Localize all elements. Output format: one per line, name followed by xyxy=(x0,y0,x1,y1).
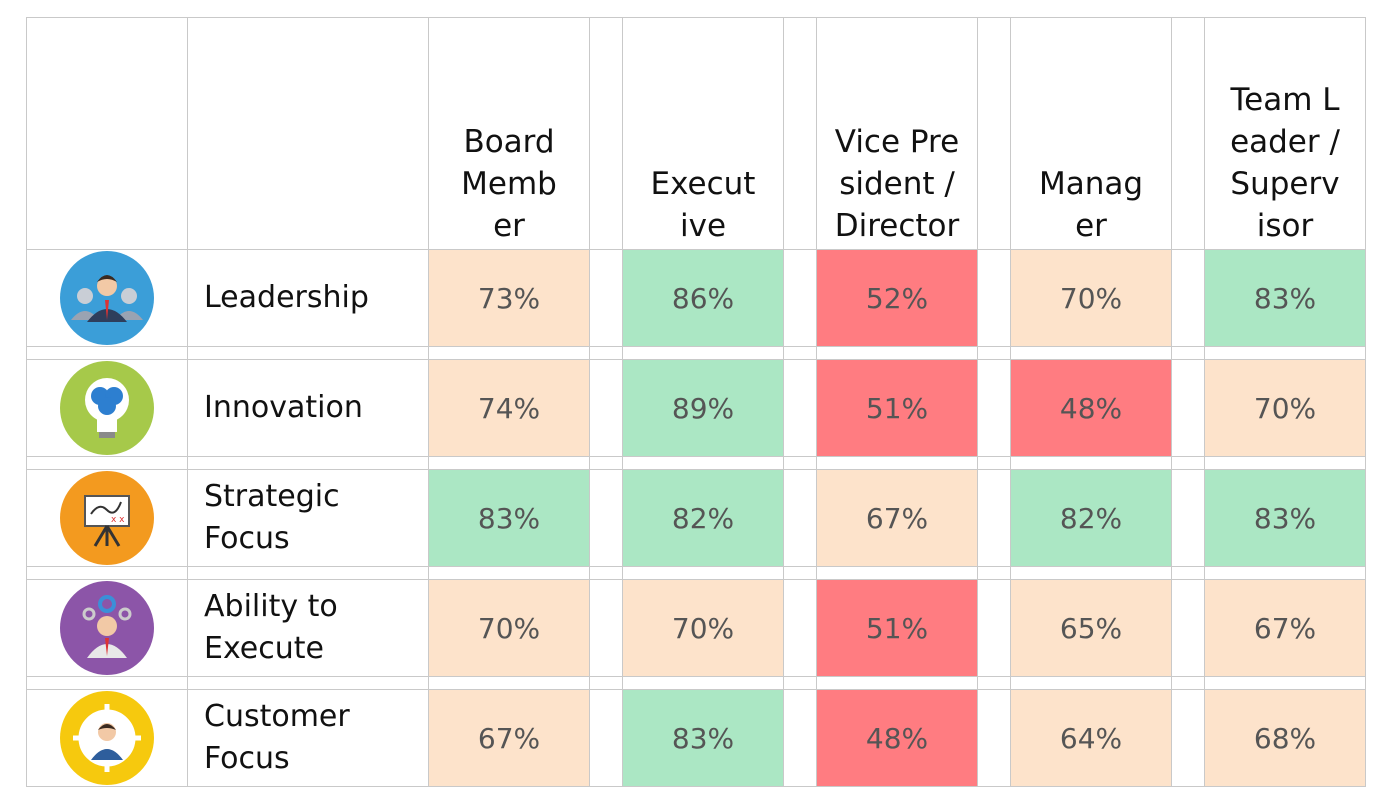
cell-value: 73% xyxy=(428,249,590,347)
cell-value: 70% xyxy=(1204,359,1366,457)
table-row-innovation: Innovation 74% 89% 51% 48% 70% xyxy=(26,359,1366,457)
cell-value: 82% xyxy=(622,469,784,567)
header-vice-president: Vice President / Director xyxy=(816,17,978,250)
header-empty-icon-col xyxy=(26,17,188,250)
table-row-customer-focus: Customer Focus 67% 83% 48% 64% 68% xyxy=(26,689,1366,787)
cell-value: 83% xyxy=(1204,249,1366,347)
cell-value: 83% xyxy=(1204,469,1366,567)
row-label: Innovation xyxy=(204,390,363,425)
cell-value: 67% xyxy=(816,469,978,567)
cell-value: 67% xyxy=(428,689,590,787)
table-row-ability-to-execute: Ability to Execute 70% 70% 51% 65% 67% xyxy=(26,579,1366,677)
cell-value: 67% xyxy=(1204,579,1366,677)
strategy-board-icon: x x xyxy=(60,471,154,565)
cell-value: 48% xyxy=(1010,359,1172,457)
header-executive: Executive xyxy=(622,17,784,250)
cell-value: 70% xyxy=(1010,249,1172,347)
row-label: Strategic Focus xyxy=(204,479,340,556)
header-empty-label-col xyxy=(187,17,429,250)
lightbulb-brain-icon xyxy=(60,361,154,455)
cell-value: 86% xyxy=(622,249,784,347)
cell-value: 68% xyxy=(1204,689,1366,787)
header-manager: Manager xyxy=(1010,17,1172,250)
row-label: Ability to Execute xyxy=(204,589,338,666)
table-row-leadership: Leadership 73% 86% 52% 70% 83% xyxy=(26,249,1366,347)
cell-value: 51% xyxy=(816,359,978,457)
cell-value: 48% xyxy=(816,689,978,787)
row-label: Customer Focus xyxy=(204,699,350,776)
gears-person-icon xyxy=(60,581,154,675)
cell-value: 83% xyxy=(428,469,590,567)
competency-table: Board Member Executive Vice President / … xyxy=(26,17,1366,787)
table-row-strategic-focus: x x Strategic Focus 83% 82% 67% 82% 83% xyxy=(26,469,1366,567)
cell-value: 52% xyxy=(816,249,978,347)
cell-value: 70% xyxy=(622,579,784,677)
cell-value: 64% xyxy=(1010,689,1172,787)
cell-value: 82% xyxy=(1010,469,1172,567)
cell-value: 74% xyxy=(428,359,590,457)
cell-value: 83% xyxy=(622,689,784,787)
header-board-member: Board Member xyxy=(428,17,590,250)
cell-value: 65% xyxy=(1010,579,1172,677)
header-team-leader: Team Leader / Supervisor xyxy=(1204,17,1366,250)
header-row: Board Member Executive Vice President / … xyxy=(26,17,1366,250)
cell-value: 89% xyxy=(622,359,784,457)
row-label: Leadership xyxy=(204,280,369,315)
customer-target-icon xyxy=(60,691,154,785)
svg-text:x x: x x xyxy=(111,515,125,525)
cell-value: 51% xyxy=(816,579,978,677)
leadership-team-icon xyxy=(60,251,154,345)
cell-value: 70% xyxy=(428,579,590,677)
